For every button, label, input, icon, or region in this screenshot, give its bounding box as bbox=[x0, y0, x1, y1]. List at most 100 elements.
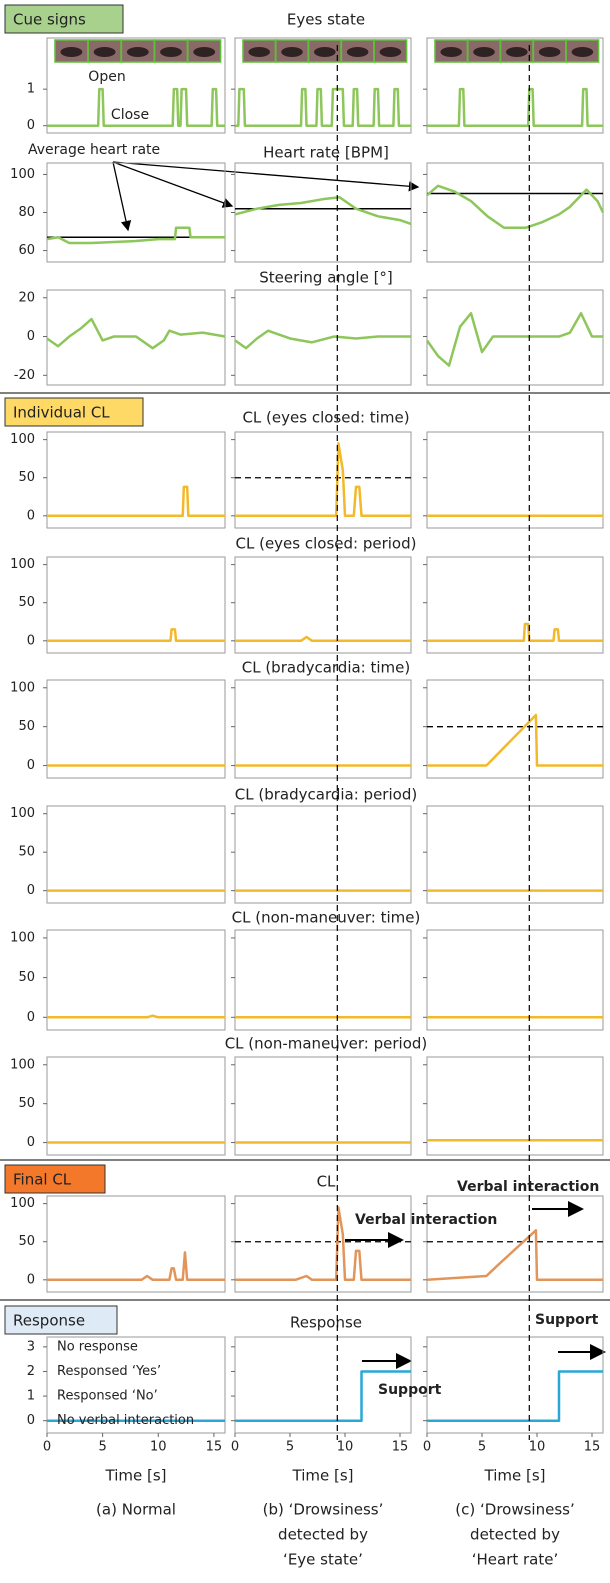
panel-frame bbox=[235, 1196, 411, 1292]
y-tick-label: 50 bbox=[18, 595, 35, 610]
x-tick-label: 5 bbox=[478, 1440, 486, 1455]
x-tick-label: 15 bbox=[206, 1440, 223, 1455]
figure: Cue signs Individual CL Final CL Respons… bbox=[0, 0, 610, 1583]
panel-frame bbox=[47, 930, 225, 1030]
series-line bbox=[235, 637, 411, 641]
x-tick-label: 5 bbox=[286, 1440, 294, 1455]
chart-title: CL (bradycardia: time) bbox=[242, 659, 411, 677]
y-tick-label: 0 bbox=[27, 1010, 35, 1025]
panel-frame bbox=[235, 680, 411, 778]
y-tick-label: -20 bbox=[14, 368, 35, 383]
annotation: Verbal interaction bbox=[457, 1179, 599, 1195]
x-axis-label: Time [s] bbox=[484, 1467, 546, 1485]
section-label: Final CL bbox=[13, 1171, 72, 1189]
annotation: Support bbox=[535, 1312, 599, 1328]
chart-title: CL (eyes closed: time) bbox=[242, 409, 409, 427]
series-line bbox=[427, 313, 603, 365]
x-tick-label: 10 bbox=[150, 1440, 167, 1455]
panel-frame bbox=[235, 163, 411, 262]
column-caption: ‘Heart rate’ bbox=[472, 1551, 559, 1569]
y-tick-label: 0 bbox=[27, 1272, 35, 1287]
y-tick-label: 100 bbox=[10, 680, 35, 695]
series-line bbox=[427, 89, 603, 126]
eye-image bbox=[473, 47, 495, 57]
y-tick-label: 50 bbox=[18, 970, 35, 985]
eye-image bbox=[248, 47, 270, 57]
y-tick-label: 100 bbox=[10, 1057, 35, 1072]
level-label: No verbal interaction bbox=[57, 1413, 194, 1428]
x-axis-label: Time [s] bbox=[105, 1467, 167, 1485]
panel-frame bbox=[47, 1057, 225, 1155]
y-tick-label: 100 bbox=[10, 806, 35, 821]
x-tick-label: 15 bbox=[392, 1440, 409, 1455]
y-tick-label: 0 bbox=[27, 883, 35, 898]
y-tick-label: 100 bbox=[10, 930, 35, 945]
annotation: Verbal interaction bbox=[355, 1212, 497, 1228]
arrow bbox=[113, 162, 418, 187]
chart-title: CL bbox=[317, 1173, 336, 1191]
y-tick-label: 50 bbox=[18, 845, 35, 860]
eye-image bbox=[314, 47, 336, 57]
y-tick-label: 1 bbox=[27, 1389, 35, 1404]
series-line bbox=[427, 1371, 603, 1420]
panel-frame bbox=[47, 557, 225, 653]
panel-frame bbox=[47, 1196, 225, 1292]
column-caption: detected by bbox=[470, 1526, 560, 1544]
y-tick-label: 100 bbox=[10, 432, 35, 447]
x-tick-label: 10 bbox=[529, 1440, 546, 1455]
series-line bbox=[47, 1016, 225, 1018]
eye-image bbox=[94, 47, 116, 57]
y-tick-label: 20 bbox=[18, 290, 35, 305]
x-tick-label: 5 bbox=[98, 1440, 106, 1455]
panel-frame bbox=[47, 680, 225, 778]
eye-image bbox=[193, 47, 215, 57]
section-label: Response bbox=[13, 1312, 85, 1330]
panel-frame bbox=[47, 432, 225, 528]
level-label: No response bbox=[57, 1339, 138, 1354]
eye-image bbox=[440, 47, 462, 57]
panel-frame bbox=[427, 806, 603, 903]
series-line bbox=[47, 319, 225, 348]
series-line bbox=[47, 228, 225, 243]
series-line bbox=[427, 624, 603, 641]
series-line bbox=[427, 186, 603, 228]
y-tick-label: 80 bbox=[18, 205, 35, 220]
chart-title: CL (eyes closed: period) bbox=[236, 535, 417, 553]
panel-frame bbox=[427, 930, 603, 1030]
chart-title: Eyes state bbox=[287, 11, 365, 29]
y-tick-label: 2 bbox=[27, 1364, 35, 1379]
x-tick-label: 0 bbox=[43, 1440, 51, 1455]
panel-frame bbox=[235, 432, 411, 528]
eye-image bbox=[127, 47, 149, 57]
panel-frame bbox=[235, 1057, 411, 1155]
panel-frame bbox=[47, 806, 225, 903]
eye-image bbox=[347, 47, 369, 57]
y-tick-label: 50 bbox=[18, 470, 35, 485]
chart-title: Response bbox=[290, 1314, 362, 1332]
eye-image bbox=[160, 47, 182, 57]
column-caption: (c) ‘Drowsiness’ bbox=[455, 1501, 574, 1519]
annotation: Close bbox=[111, 107, 149, 123]
y-tick-label: 50 bbox=[18, 1234, 35, 1249]
eye-image bbox=[572, 47, 594, 57]
y-tick-label: 0 bbox=[27, 508, 35, 523]
y-tick-label: 50 bbox=[18, 1096, 35, 1111]
chart-title: CL (bradycardia: period) bbox=[235, 786, 417, 804]
y-tick-label: 100 bbox=[10, 1196, 35, 1211]
arrow bbox=[113, 162, 128, 230]
column-caption: detected by bbox=[278, 1526, 368, 1544]
annotation: Average heart rate bbox=[28, 142, 160, 158]
level-label: Responsed ‘Yes’ bbox=[57, 1364, 161, 1379]
chart-title: Heart rate [BPM] bbox=[263, 144, 389, 162]
y-tick-label: 1 bbox=[27, 82, 35, 97]
panel-frame bbox=[235, 557, 411, 653]
series-line bbox=[47, 487, 225, 516]
panel-frame bbox=[235, 806, 411, 903]
chart-title: CL (non-maneuver: time) bbox=[232, 909, 421, 927]
y-tick-label: 60 bbox=[18, 243, 35, 258]
eye-image bbox=[506, 47, 528, 57]
panel-frame bbox=[47, 163, 225, 262]
eye-image bbox=[539, 47, 561, 57]
y-tick-label: 0 bbox=[27, 758, 35, 773]
section-label: Individual CL bbox=[13, 404, 110, 422]
